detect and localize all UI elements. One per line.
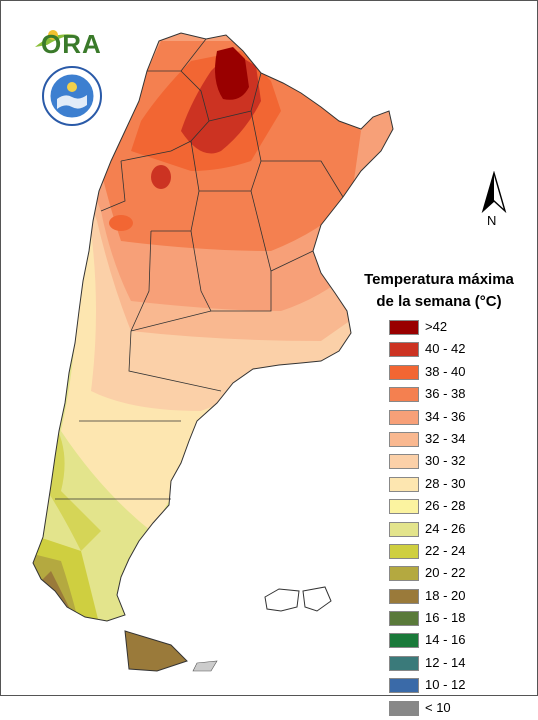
north-label: N (487, 213, 497, 228)
legend-swatch (389, 499, 419, 515)
legend-swatch (389, 476, 419, 492)
legend-item: 26 - 28 (389, 496, 519, 518)
legend-range-label: 14 - 16 (425, 632, 466, 648)
legend-item: 14 - 16 (389, 630, 519, 652)
legend-item: 32 - 34 (389, 429, 519, 451)
legend-item: 16 - 18 (389, 608, 519, 630)
legend-item: 22 - 24 (389, 541, 519, 563)
legend-swatch (389, 521, 419, 537)
ora-swoosh-icon (35, 30, 77, 47)
legend-item: < 10 (389, 698, 519, 720)
smn-seal-logo (41, 65, 103, 127)
legend-swatch (389, 409, 419, 425)
legend-range-label: 26 - 28 (425, 498, 466, 514)
province-borders (55, 38, 344, 500)
tierra-del-fuego (124, 630, 218, 672)
legend-range-label: 38 - 40 (425, 363, 466, 379)
legend-swatch (389, 387, 419, 403)
legend-range-label: 22 - 24 (425, 542, 466, 558)
temperature-zones (33, 33, 393, 621)
legend-swatch (389, 700, 419, 716)
legend-item: 18 - 20 (389, 586, 519, 608)
legend-swatch (389, 678, 419, 694)
legend-range-label: 36 - 38 (425, 386, 466, 402)
legend-item: 36 - 38 (389, 384, 519, 406)
servicio-meteorologico-seal-icon (42, 66, 102, 126)
north-arrow-icon (481, 170, 507, 214)
legend-range-label: 16 - 18 (425, 610, 466, 626)
legend-swatch (389, 633, 419, 649)
legend-swatch (389, 342, 419, 358)
legend-swatch (389, 611, 419, 627)
legend-title-line-2: de la semana (°C) (376, 293, 502, 310)
legend-items: >42 40 - 42 38 - 40 36 - 38 34 - 36 32 - 34 30… (389, 317, 519, 720)
legend-swatch (389, 543, 419, 559)
north-arrow: N (479, 170, 509, 231)
legend-range-label: 34 - 36 (425, 408, 466, 424)
legend-swatch (389, 431, 419, 447)
legend-item: 24 - 26 (389, 519, 519, 541)
legend-item: 34 - 36 (389, 407, 519, 429)
legend-range-label: >42 (425, 319, 448, 334)
legend-swatch (389, 655, 419, 671)
country-outline (32, 32, 394, 622)
legend-item: 38 - 40 (389, 362, 519, 384)
legend-swatch (389, 566, 419, 582)
ora-wordmark: ORA (41, 29, 102, 59)
ora-logo: ORA (33, 23, 105, 63)
legend-swatch (389, 454, 419, 470)
legend-item: >42 (389, 317, 519, 339)
legend-range-label: 20 - 22 (425, 565, 466, 581)
legend-swatch (389, 588, 419, 604)
malvinas-islands (264, 586, 332, 612)
legend-range-label: < 10 (425, 699, 451, 715)
legend-range-label: 40 - 42 (425, 341, 466, 357)
legend-range-label: 18 - 20 (425, 587, 466, 603)
legend-title: Temperatura máxima de la semana (°C) (341, 269, 537, 313)
legend-swatch (389, 364, 419, 380)
legend-item: 28 - 30 (389, 474, 519, 496)
legend-item: 12 - 14 (389, 653, 519, 675)
legend-item: 40 - 42 (389, 339, 519, 361)
legend-range-label: 12 - 14 (425, 654, 466, 670)
legend-range-label: 30 - 32 (425, 453, 466, 469)
legend-range-label: 10 - 12 (425, 677, 466, 693)
legend-item: 20 - 22 (389, 563, 519, 585)
legend-range-label: 32 - 34 (425, 430, 466, 446)
legend-title-line-1: Temperatura máxima (364, 271, 514, 288)
legend-range-label: 24 - 26 (425, 520, 466, 536)
legend-range-label: 28 - 30 (425, 475, 466, 491)
legend-swatch (389, 320, 419, 335)
legend-item: 10 - 12 (389, 675, 519, 697)
temperature-map (32, 32, 394, 672)
legend-item: 30 - 32 (389, 451, 519, 473)
